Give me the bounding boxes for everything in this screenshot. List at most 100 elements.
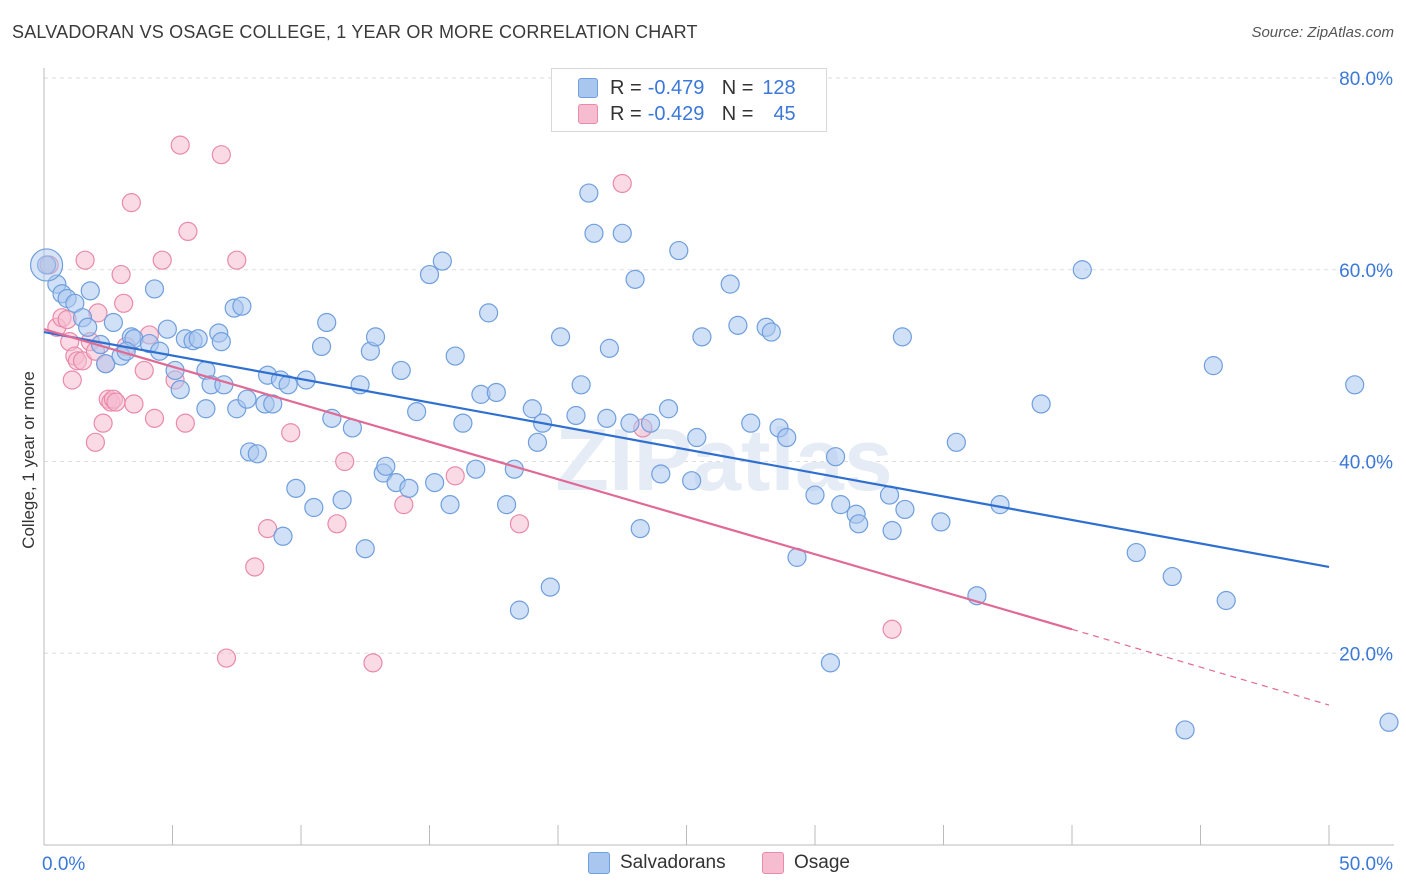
salvadoran-point bbox=[761, 322, 781, 342]
salvadoran-point bbox=[584, 223, 604, 243]
salvadoran-point bbox=[931, 512, 951, 532]
salvadoran-point bbox=[550, 327, 571, 347]
salvadoran-point bbox=[1203, 356, 1223, 376]
salvadoran-point bbox=[214, 375, 234, 395]
osage-trend-extension bbox=[1071, 628, 1330, 706]
osage-point bbox=[394, 495, 414, 515]
salvadoran-point bbox=[625, 269, 645, 289]
y-tick-label: 80.0% bbox=[1339, 69, 1393, 90]
salvadoran-point bbox=[1031, 394, 1051, 414]
salvadoran-point bbox=[407, 402, 427, 422]
salvadoran-points bbox=[29, 183, 1399, 740]
salvadoran-point bbox=[895, 499, 915, 520]
osage-point bbox=[111, 264, 131, 285]
salvadoran-point bbox=[29, 248, 64, 282]
salvadoran-point bbox=[1072, 260, 1092, 280]
osage-point bbox=[612, 173, 632, 194]
osage-point bbox=[882, 619, 902, 639]
series-legend: Salvadorans Osage bbox=[0, 852, 1406, 878]
osage-swatch bbox=[578, 104, 598, 124]
salvadoran-point bbox=[805, 485, 825, 505]
legend-row-salvadorans: R = -0.479 N = 128 bbox=[578, 76, 796, 100]
salvadoran-point bbox=[432, 251, 452, 271]
salvadoran-point bbox=[540, 577, 560, 597]
osage-point bbox=[124, 394, 144, 414]
y-tick-label: 60.0% bbox=[1339, 261, 1393, 282]
osage-point bbox=[62, 370, 82, 390]
salvadoran-point bbox=[882, 520, 902, 541]
y-tick-label: 40.0% bbox=[1339, 453, 1393, 474]
salvadoran-point bbox=[687, 427, 707, 448]
salvadoran-point bbox=[247, 444, 267, 464]
salvadoran-point bbox=[453, 413, 473, 433]
salvadoran-point bbox=[849, 514, 869, 534]
salvadoran-point bbox=[1175, 720, 1195, 740]
osage-point bbox=[93, 413, 113, 433]
salvadoran-point bbox=[188, 329, 208, 349]
salvadoran-point bbox=[170, 379, 190, 400]
salvadoran-point bbox=[440, 495, 460, 515]
salvadoran-point bbox=[36, 255, 57, 275]
salvadoran-point bbox=[355, 539, 375, 559]
osage-point bbox=[216, 648, 237, 668]
salvadoran-point bbox=[579, 183, 599, 203]
osage-point bbox=[170, 135, 190, 155]
osage-point bbox=[178, 221, 198, 241]
salvadoran-point bbox=[445, 346, 465, 366]
legend-item-osage[interactable]: Osage bbox=[762, 852, 850, 874]
salvadoran-point bbox=[211, 332, 231, 352]
salvadoran-point bbox=[466, 459, 486, 479]
salvadoran-point bbox=[1126, 542, 1146, 563]
salvadoran-point bbox=[391, 360, 411, 381]
salvadoran-point bbox=[741, 413, 761, 433]
osage-point bbox=[121, 193, 141, 213]
y-tick-label: 20.0% bbox=[1339, 644, 1393, 665]
salvadoran-point bbox=[144, 279, 165, 299]
salvadoran-point bbox=[597, 408, 617, 428]
salvadorans-swatch bbox=[588, 852, 610, 874]
salvadoran-point bbox=[479, 303, 499, 323]
trend-lines bbox=[43, 328, 1330, 706]
salvadoran-point bbox=[682, 471, 702, 491]
osage-point bbox=[509, 514, 530, 534]
osage-point bbox=[211, 145, 231, 165]
salvadoran-point bbox=[825, 447, 846, 467]
salvadoran-point bbox=[311, 336, 332, 357]
legend-item-salvadorans[interactable]: Salvadorans bbox=[588, 852, 726, 874]
osage-point bbox=[75, 250, 95, 270]
salvadoran-point bbox=[273, 526, 293, 546]
salvadoran-point bbox=[80, 281, 100, 301]
salvadoran-point bbox=[522, 399, 542, 419]
salvadoran-point bbox=[332, 490, 352, 510]
salvadoran-point bbox=[376, 456, 396, 476]
salvadoran-point bbox=[892, 327, 912, 347]
tick-labels: 20.0% 40.0% 60.0% 80.0% 0.0% 50.0% bbox=[42, 69, 1393, 875]
osage-point bbox=[281, 423, 301, 443]
salvadoran-point bbox=[157, 319, 177, 339]
salvadoran-trend-line bbox=[43, 330, 1330, 569]
legend-r-value: -0.479 bbox=[647, 76, 705, 99]
salvadoran-point bbox=[317, 312, 337, 333]
salvadoran-point bbox=[630, 519, 650, 539]
x-tick-label: 0.0% bbox=[42, 854, 85, 875]
legend-r-label: R = bbox=[610, 76, 642, 99]
osage-point bbox=[363, 653, 383, 673]
salvadoran-point bbox=[599, 338, 620, 358]
salvadoran-point bbox=[304, 497, 324, 518]
legend-r-label: R = bbox=[610, 102, 642, 125]
osage-point bbox=[175, 413, 195, 433]
osage-point bbox=[152, 250, 172, 270]
osage-trend-line bbox=[43, 328, 1073, 631]
salvadoran-point bbox=[658, 399, 679, 419]
salvadoran-point bbox=[1216, 590, 1236, 611]
legend-n-label: N = bbox=[721, 102, 754, 125]
salvadoran-point bbox=[1379, 712, 1399, 732]
salvadoran-point bbox=[365, 327, 386, 347]
salvadoran-point bbox=[497, 495, 517, 515]
legend-label-osage: Osage bbox=[794, 852, 850, 873]
osage-point bbox=[114, 293, 134, 313]
chart-title: SALVADORAN VS OSAGE COLLEGE, 1 YEAR OR M… bbox=[12, 22, 698, 42]
salvadoran-point bbox=[720, 274, 740, 294]
salvadoran-point bbox=[728, 315, 748, 335]
